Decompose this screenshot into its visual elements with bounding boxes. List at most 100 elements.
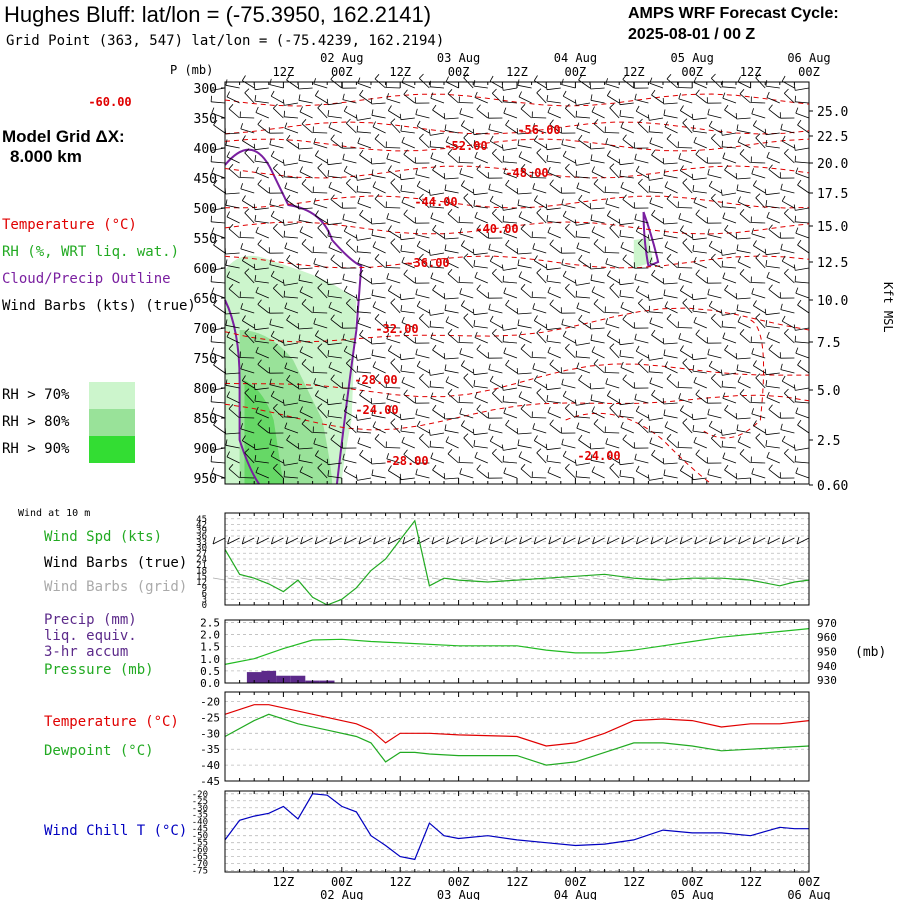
wind-barb-flag [578,254,583,261]
wind-barb-flag [313,438,316,445]
wind-barb-flag [343,405,348,412]
wind-barb-flag [520,164,526,170]
wind-barb [315,95,328,104]
wind-barb [795,87,810,91]
wind-barb [211,292,226,299]
wind-barb-flag [737,316,741,323]
wind-barb-flag [444,244,447,251]
wind-barb [388,170,401,179]
wind-barb [722,277,737,284]
precip-y-label: 2.0 [200,629,220,642]
wind-barb-flag [736,244,739,251]
wind-barb [547,172,561,179]
wind-barb [474,457,488,464]
wind-barb-flag [765,260,768,267]
wind-barb [692,430,707,434]
wind-barb-flag [605,318,608,325]
wind-barb [371,234,386,239]
wind-barb [563,455,576,464]
wind-barb [444,249,459,254]
wind-barb-flag [501,324,504,331]
wind-barb-flag [301,359,307,365]
wind-barb-flag [355,474,358,481]
wind-barb [357,251,372,254]
wind-barb-flag [739,149,745,155]
wind-barb [240,417,255,419]
legend-wind-chill: Wind Chill T (°C) [44,823,188,839]
wind-barb [590,219,605,224]
wind-barb [284,402,299,406]
wind-barb-flag [374,374,380,380]
wind-barb-flag [240,303,243,310]
wind-barb [211,161,226,164]
wind-barb-flag [707,348,710,355]
wind-barb-flag [211,347,215,354]
wind-barb [692,250,707,254]
wind-barb [298,87,313,90]
wind-barb-true [709,537,722,545]
wind-barb [271,455,284,464]
height-label: 15.0 [817,220,848,235]
wind-barb [415,414,430,419]
wind-barb-true [242,537,255,545]
wind-barb [576,367,591,374]
wind-barb-flag [401,76,405,83]
wind-barb-flag [357,377,361,384]
wind-barb [386,218,401,224]
wind-barb [780,189,795,194]
wind-barb [284,462,299,466]
wind-barb [780,249,795,254]
wind-barb-true [548,537,561,545]
dewpoint-line [224,713,810,766]
wind-barb-flag [666,254,672,260]
wind-barb [344,410,357,419]
wind-barb-flag [415,408,418,415]
wind-barb-flag [751,168,754,175]
wind-barb [240,117,255,119]
wind-barb-flag [492,208,497,214]
wind-barb [374,138,386,149]
wind-barb-flag [562,450,567,457]
wind-barb-flag [257,419,262,425]
wind-barb-flag [711,253,716,259]
wind-barb-flag [574,399,577,406]
wind-barb-flag [416,360,421,367]
wind-barb-flag [416,240,421,247]
wind-barb [503,292,518,299]
wind-barb [547,472,561,479]
wind-barb-flag [298,274,301,281]
wind-barb [797,424,810,434]
wind-barb-flag [593,119,599,125]
chill-y-label: -40 [192,818,208,828]
wind-barb-flag [638,178,643,184]
wind-barb-flag [606,150,611,156]
wind-barb [546,400,561,404]
wind-barb [357,82,372,89]
wind-barb-flag [283,170,285,177]
wind-barb-flag [372,241,376,248]
wind-barb-flag [356,185,358,192]
pressure-label: 300 [194,82,217,97]
wind-barb [211,281,226,284]
wind-barb-flag [463,313,469,319]
wind-barb-flag [795,467,799,474]
wind-barb [315,215,328,224]
wind-barb-flag [502,215,504,222]
wind-y-label: 42 [196,521,207,531]
wind-barb-flag [209,444,212,451]
wind-barb [765,132,780,136]
wind-barb-flag [784,148,789,154]
wind-barb-flag [695,389,700,395]
wind-barb-flag [605,78,608,85]
wind-barb-flag [618,278,621,285]
wind-barb-flag [444,364,447,371]
wind-barb-flag [678,393,681,400]
wind-barb [445,201,459,209]
wind-barb [565,108,576,119]
wind-barb-flag [622,374,627,380]
wind-barb-grid [227,577,240,581]
wind-barb [240,248,255,254]
wind-barb [591,351,605,359]
wind-barb-flag [346,418,351,424]
wind-barb [680,290,693,299]
